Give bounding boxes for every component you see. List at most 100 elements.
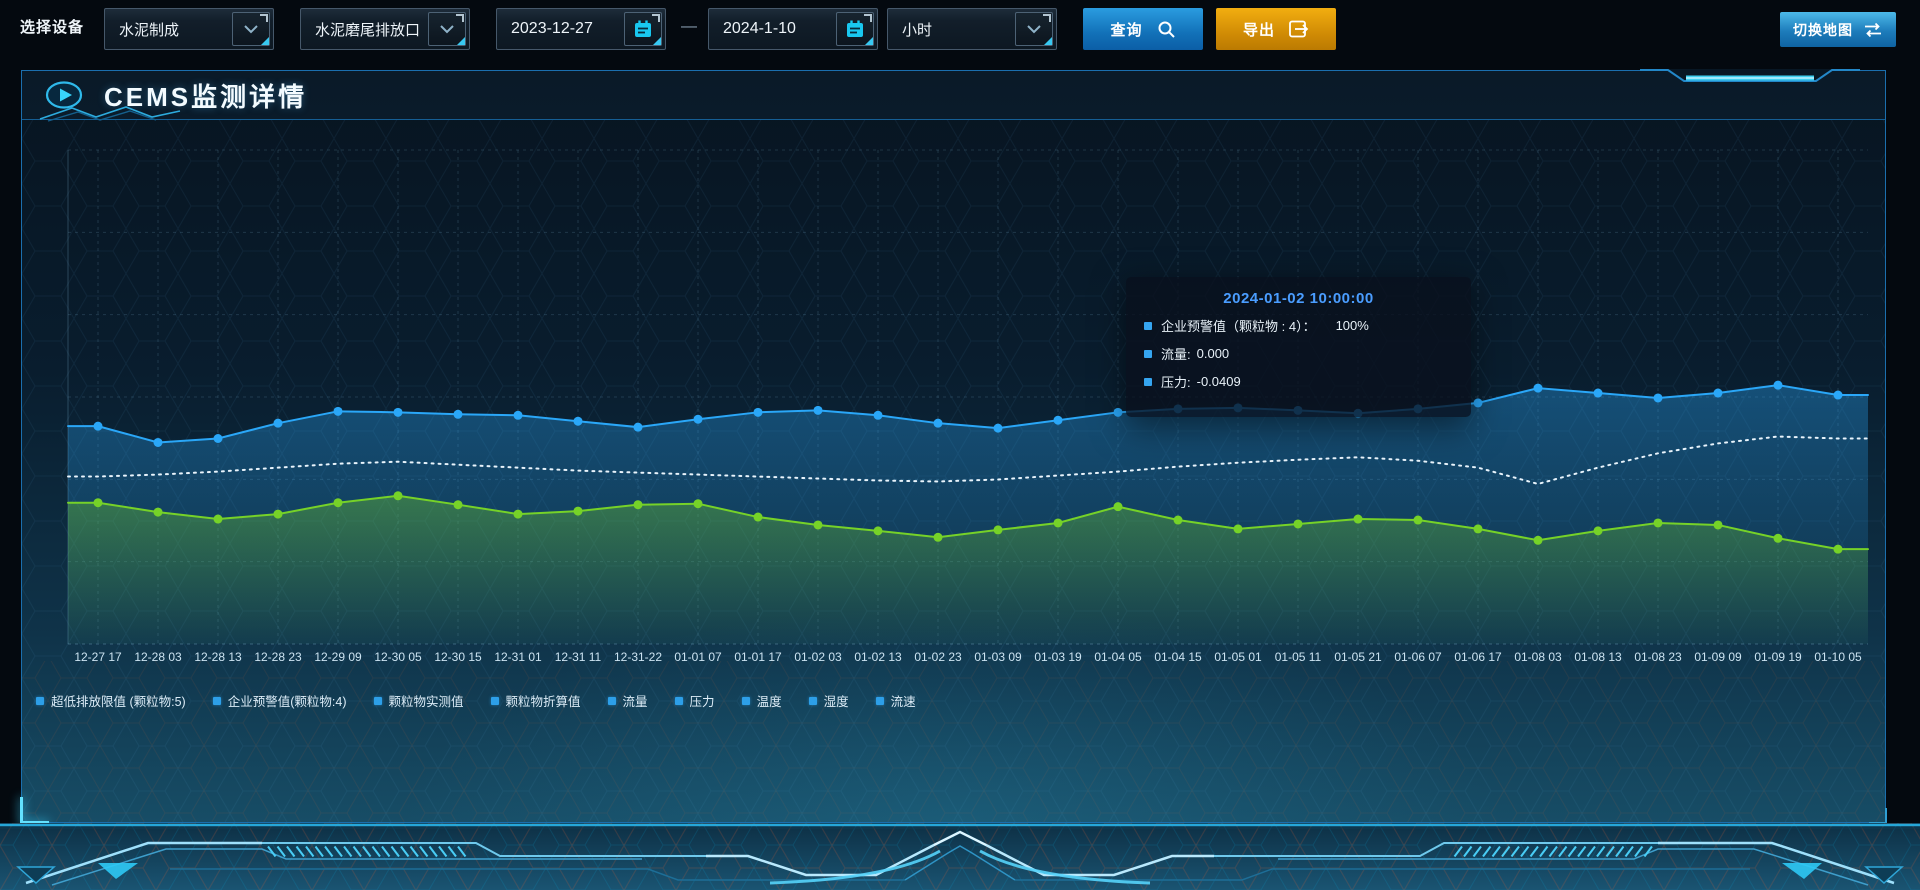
legend-item[interactable]: 湿度 (808, 691, 849, 710)
end-date-value: 2024-1-10 (723, 20, 796, 37)
calendar-icon[interactable] (836, 12, 874, 46)
tooltip-item: 流量: 0.000 (1144, 344, 1453, 363)
chevron-down-icon[interactable] (428, 12, 466, 46)
x-axis-label: 01-09 19 (1754, 650, 1802, 664)
end-date-input[interactable]: 2024-1-10 (708, 8, 878, 50)
legend-marker-icon (212, 696, 221, 705)
legend-marker-icon (607, 696, 616, 705)
x-axis-label: 01-08 03 (1514, 650, 1562, 664)
legend-label: 颗粒物实测值 (388, 695, 464, 709)
legend-marker-icon (373, 696, 382, 705)
x-axis-label: 01-03 19 (1034, 650, 1082, 664)
legend-label: 压力 (689, 695, 715, 709)
legend-label: 湿度 (823, 695, 849, 709)
tooltip-marker-icon (1144, 321, 1152, 330)
x-axis-label: 01-08 23 (1634, 650, 1682, 664)
legend-label: 颗粒物折算值 (505, 695, 581, 709)
x-axis-label: 01-09 09 (1694, 650, 1742, 664)
chart-legend: 超低排放限值 (颗粒物:5) 企业预警值(颗粒物:4) 颗粒物实测值 颗粒物折算值 流量… (36, 691, 916, 710)
legend-item[interactable]: 压力 (674, 691, 715, 710)
footer-decoration (0, 823, 1920, 890)
x-axis-label: 12-29 09 (314, 650, 362, 664)
x-axis-label: 12-31 11 (554, 650, 602, 664)
outlet-select[interactable]: 水泥磨尾排放口 (300, 8, 470, 50)
legend-item[interactable]: 颗粒物实测值 (373, 691, 464, 710)
x-axis-label: 01-02 23 (914, 650, 962, 664)
x-axis-label: 01-05 01 (1214, 650, 1262, 664)
query-button[interactable]: 查询 (1083, 8, 1203, 50)
legend-item[interactable]: 流量 (607, 691, 648, 710)
start-date-value: 2023-12-27 (511, 20, 593, 37)
x-axis-label: 01-02 13 (854, 650, 902, 664)
legend-marker-icon (674, 696, 683, 705)
legend-marker-icon (875, 696, 884, 705)
legend-item[interactable]: 温度 (741, 691, 782, 710)
legend-label: 超低排放限值 (颗粒物:5) (51, 695, 186, 709)
legend-label: 流速 (890, 695, 916, 709)
switch-map-button[interactable]: 切换地图 (1780, 12, 1896, 47)
x-axis-label: 01-03 09 (974, 650, 1022, 664)
panel-title: CEMS监测详情 (104, 81, 308, 112)
legend-item[interactable]: 超低排放限值 (颗粒物:5) (36, 691, 186, 710)
tooltip-items: 企业预警值（颗粒物 : 4）： 100% 流量: 0.000 压力: -0.0409 (1144, 316, 1453, 391)
legend-marker-icon (490, 696, 499, 705)
interval-select[interactable]: 小时 (887, 8, 1057, 50)
panel-title-bar: CEMS监测详情 (22, 69, 1885, 122)
play-icon[interactable] (42, 79, 86, 111)
x-axis-label: 12-30 15 (434, 650, 482, 664)
tooltip-timestamp: 2024-01-02 10:00:00 (1223, 290, 1374, 307)
tooltip-item: 压力: -0.0409 (1144, 372, 1453, 391)
toolbar: 选择设备 水泥制成 水泥磨尾排放口 2023-12-27 (0, 0, 1920, 58)
panel-corner-accent (20, 797, 49, 824)
outlet-value: 水泥磨尾排放口 (315, 21, 421, 39)
search-icon (1158, 21, 1175, 38)
x-axis-label: 01-06 17 (1454, 650, 1502, 664)
export-button-label: 导出 (1242, 21, 1275, 39)
tooltip-marker-icon (1144, 349, 1152, 358)
query-button-label: 查询 (1110, 21, 1143, 39)
x-axis-label: 01-04 15 (1154, 650, 1202, 664)
chart-canvas[interactable] (22, 121, 1887, 824)
export-button[interactable]: 导出 (1216, 8, 1336, 50)
x-axis-label: 01-04 05 (1094, 650, 1142, 664)
x-axis-label: 01-10 05 (1814, 650, 1862, 664)
x-axis-label: 12-30 05 (374, 650, 422, 664)
x-axis-label: 12-31-22 (613, 650, 663, 664)
tooltip-marker-icon (1144, 377, 1152, 386)
legend-item[interactable]: 颗粒物折算值 (490, 691, 581, 710)
start-date-input[interactable]: 2023-12-27 (496, 8, 666, 50)
calendar-icon[interactable] (624, 12, 662, 46)
cems-chart[interactable]: 12-27 17 12-28 03 12-28 13 12-28 23 12-29 09… (22, 121, 1887, 824)
chevron-down-icon[interactable] (1015, 12, 1053, 46)
legend-label: 温度 (756, 695, 782, 709)
device-select-label: 选择设备 (20, 19, 85, 36)
interval-value: 小时 (902, 21, 933, 39)
date-range-separator: — (681, 18, 697, 35)
x-axis-label: 12-31 01 (494, 650, 542, 664)
x-axis-label: 01-08 13 (1574, 650, 1622, 664)
device-type-select[interactable]: 水泥制成 (104, 8, 274, 50)
switch-map-label: 切换地图 (1793, 21, 1853, 38)
legend-item[interactable]: 企业预警值(颗粒物:4) (212, 691, 347, 710)
x-axis-label: 01-01 17 (734, 650, 782, 664)
swap-arrows-icon (1865, 22, 1881, 37)
legend-item[interactable]: 流速 (875, 691, 916, 710)
cems-panel: CEMS监测详情 12-27 17 12-28 03 12-28 13 12-28 2… (20, 69, 1887, 824)
panel-corner-accent (1869, 808, 1887, 824)
x-axis-label: 12-27 17 (74, 650, 122, 664)
legend-marker-icon (808, 696, 817, 705)
x-axis-label: 01-05 11 (1274, 650, 1322, 664)
title-bar-accent (1640, 69, 1860, 82)
x-axis-label: 01-06 07 (1394, 650, 1442, 664)
x-axis-label: 01-01 07 (674, 650, 722, 664)
x-axis-label: 12-28 13 (194, 650, 242, 664)
export-icon (1289, 20, 1309, 38)
x-axis-label: 01-05 21 (1334, 650, 1382, 664)
legend-marker-icon (36, 696, 44, 705)
chevron-down-icon[interactable] (232, 12, 270, 46)
legend-label: 企业预警值(颗粒物:4) (227, 695, 347, 709)
legend-marker-icon (741, 696, 750, 705)
x-axis-label: 01-02 03 (794, 650, 842, 664)
x-axis-label: 12-28 23 (254, 650, 302, 664)
